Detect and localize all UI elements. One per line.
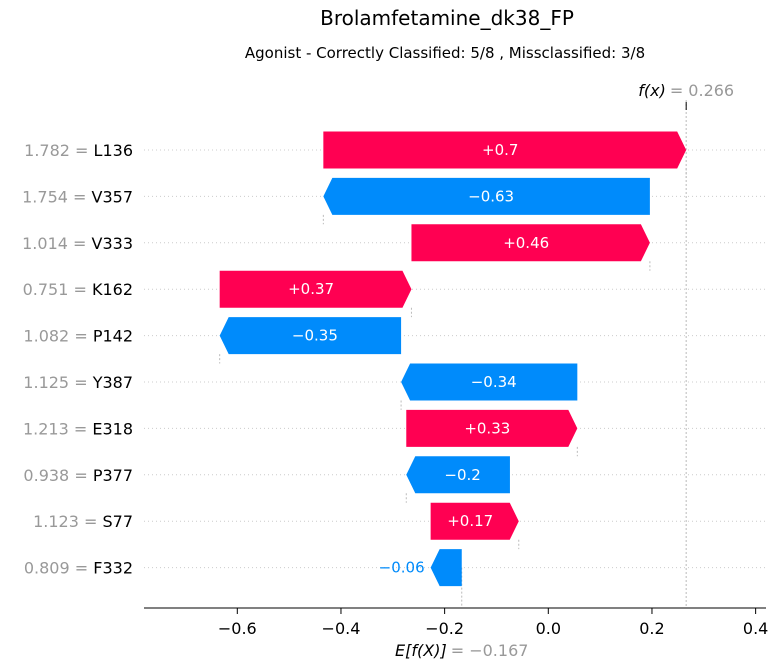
bar-value-label: +0.37 — [288, 280, 334, 298]
x-tick-label: 0.2 — [639, 619, 664, 638]
feature-label: 1.014 = V333 — [22, 233, 133, 252]
bar-value-label: +0.46 — [503, 234, 549, 252]
x-tick-label: −0.6 — [218, 619, 257, 638]
x-tick-label: −0.4 — [322, 619, 361, 638]
bar-value-label: +0.7 — [482, 141, 518, 159]
feature-name: F332 — [93, 558, 133, 577]
feature-value: 1.782 = — [24, 141, 93, 160]
feature-label: 0.938 = P377 — [23, 465, 133, 484]
feature-name: P142 — [93, 326, 133, 345]
waterfall-bar — [219, 317, 402, 355]
feature-value: 1.754 = — [22, 187, 91, 206]
waterfall-bar — [323, 131, 687, 169]
output-value: = 0.266 — [670, 81, 734, 100]
bar-value-label: +0.17 — [447, 512, 493, 530]
base-label: E[f(X)] — [395, 641, 447, 660]
waterfall-bar — [430, 549, 462, 587]
feature-name: Y387 — [92, 373, 133, 392]
bar-value-label: −0.35 — [292, 327, 338, 345]
chart-title: Brolamfetamine_dk38_FP — [320, 6, 574, 30]
feature-name: V333 — [92, 233, 133, 252]
feature-value: 1.123 = — [33, 512, 102, 531]
bars-layer: +0.7 −0.63 +0.46 +0.37 −0.35 −0.34 +0.33 −0.2 +0… — [219, 131, 687, 587]
feature-name: K162 — [92, 280, 133, 299]
feature-label: 1.754 = V357 — [22, 187, 133, 206]
x-tick-label: 0.4 — [743, 619, 768, 638]
feature-name: E318 — [92, 419, 133, 438]
bar-value-label: −0.63 — [468, 187, 514, 205]
feature-label: 1.123 = S77 — [33, 512, 133, 531]
base-value: = −0.167 — [451, 641, 529, 660]
waterfall-bar — [430, 502, 519, 540]
feature-value: 1.213 = — [23, 419, 92, 438]
feature-name: P377 — [93, 465, 133, 484]
waterfall-bar — [406, 456, 510, 494]
feature-value: 0.938 = — [23, 465, 92, 484]
feature-name: V357 — [92, 187, 133, 206]
waterfall-bar — [323, 177, 650, 215]
feature-value: 1.125 = — [23, 373, 92, 392]
bar-value-label: −0.2 — [444, 466, 480, 484]
base-value-annotation: E[f(X)] = −0.167 — [395, 641, 528, 660]
x-tick-label: 0.0 — [536, 619, 561, 638]
x-tick-label: −0.2 — [425, 619, 464, 638]
feature-value: 1.014 = — [22, 233, 91, 252]
feature-label: 1.782 = L136 — [24, 141, 133, 160]
feature-label: 1.082 = P142 — [23, 326, 133, 345]
feature-name: L136 — [94, 141, 133, 160]
feature-value: 1.082 = — [23, 326, 92, 345]
feature-label: 1.125 = Y387 — [23, 373, 133, 392]
feature-labels-layer: 1.782 = L136 1.754 = V357 1.014 = V333 0.75… — [22, 141, 133, 578]
waterfall-bar — [401, 363, 578, 401]
waterfall-bar — [219, 270, 412, 308]
feature-name: S77 — [102, 512, 133, 531]
feature-label: 0.751 = K162 — [23, 280, 133, 299]
grid-layer — [144, 100, 766, 608]
chart-subtitle: Agonist - Correctly Classified: 5/8 , Mi… — [245, 44, 645, 62]
feature-label: 1.213 = E318 — [23, 419, 133, 438]
bar-value-label: −0.34 — [471, 373, 517, 391]
x-axis: −0.6 −0.4 −0.2 0.0 0.2 0.4 — [144, 607, 768, 638]
waterfall-bar — [406, 409, 578, 447]
bar-value-label: +0.33 — [464, 419, 510, 437]
waterfall-bar — [411, 224, 650, 262]
output-label: f(x) — [638, 81, 666, 100]
output-value-annotation: f(x) = 0.266 — [638, 81, 734, 100]
bar-value-label: −0.06 — [379, 559, 425, 577]
feature-value: 0.809 = — [24, 558, 93, 577]
feature-value: 0.751 = — [23, 280, 92, 299]
annotations-layer: f(x) = 0.266 E[f(X)] = −0.167 — [395, 81, 734, 660]
feature-label: 0.809 = F332 — [24, 558, 133, 577]
